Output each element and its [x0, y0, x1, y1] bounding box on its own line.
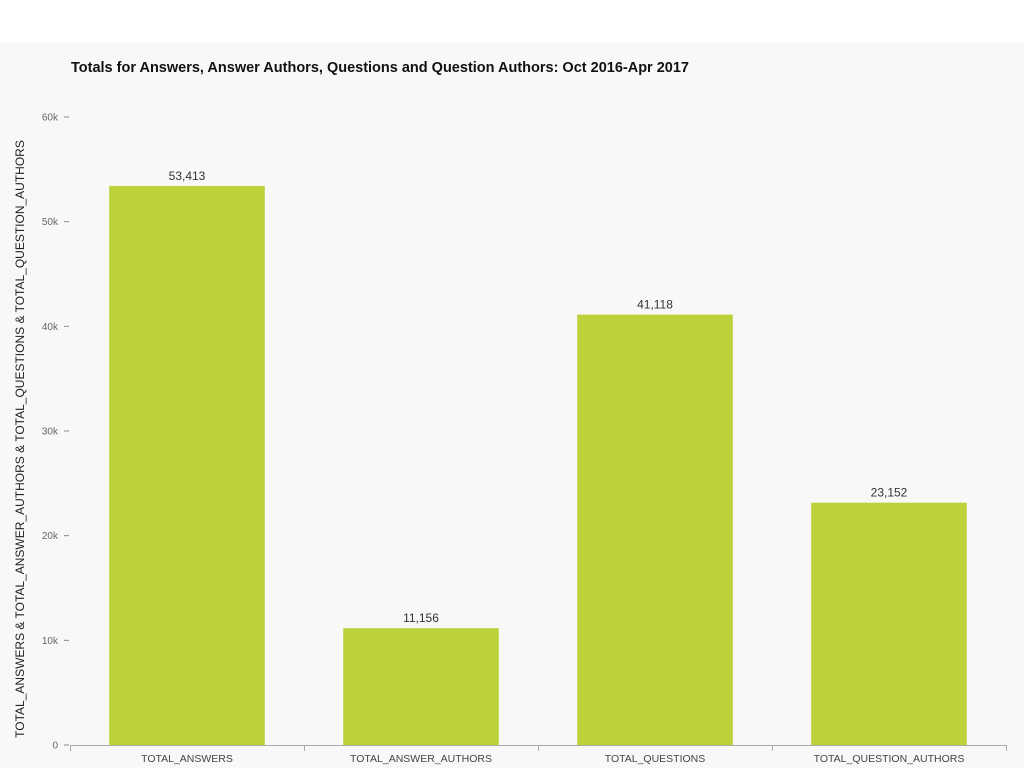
data-label: 41,118 — [637, 298, 673, 312]
bars-group — [109, 185, 967, 745]
x-axis: TOTAL_ANSWERS TOTAL_ANSWER_AUTHORS TOTAL_Q… — [70, 745, 1007, 765]
data-label: 23,152 — [871, 486, 908, 500]
top-strip — [0, 0, 1024, 42]
x-tick-label: TOTAL_ANSWERS — [141, 753, 233, 765]
y-tick-label: 30k — [42, 427, 59, 438]
x-tick-label: TOTAL_QUESTION_AUTHORS — [814, 753, 965, 765]
y-tick-label: 60k — [42, 113, 59, 124]
bar-total-answers — [109, 185, 265, 745]
x-tick-label: TOTAL_QUESTIONS — [605, 753, 706, 765]
y-tick-label: 10k — [42, 636, 59, 647]
y-tick-label: 50k — [42, 217, 59, 228]
y-tick-label: 20k — [42, 531, 59, 542]
chart-title: Totals for Answers, Answer Authors, Ques… — [71, 60, 689, 76]
value-labels-group: 53,413 11,156 41,118 23,152 — [169, 169, 908, 625]
bar-total-answer-authors — [343, 628, 499, 745]
y-axis-title: TOTAL_ANSWERS & TOTAL_ANSWER_AUTHORS & T… — [13, 140, 27, 738]
bar-total-question-authors — [811, 502, 967, 745]
bar-total-questions — [577, 314, 733, 745]
data-label: 53,413 — [169, 169, 206, 183]
y-axis: 0 10k 20k 30k 40k 50k 60k — [42, 113, 69, 752]
data-label: 11,156 — [403, 611, 439, 625]
y-tick-label: 0 — [52, 741, 58, 752]
y-tick-label: 40k — [42, 322, 59, 333]
x-tick-label: TOTAL_ANSWER_AUTHORS — [350, 753, 492, 765]
